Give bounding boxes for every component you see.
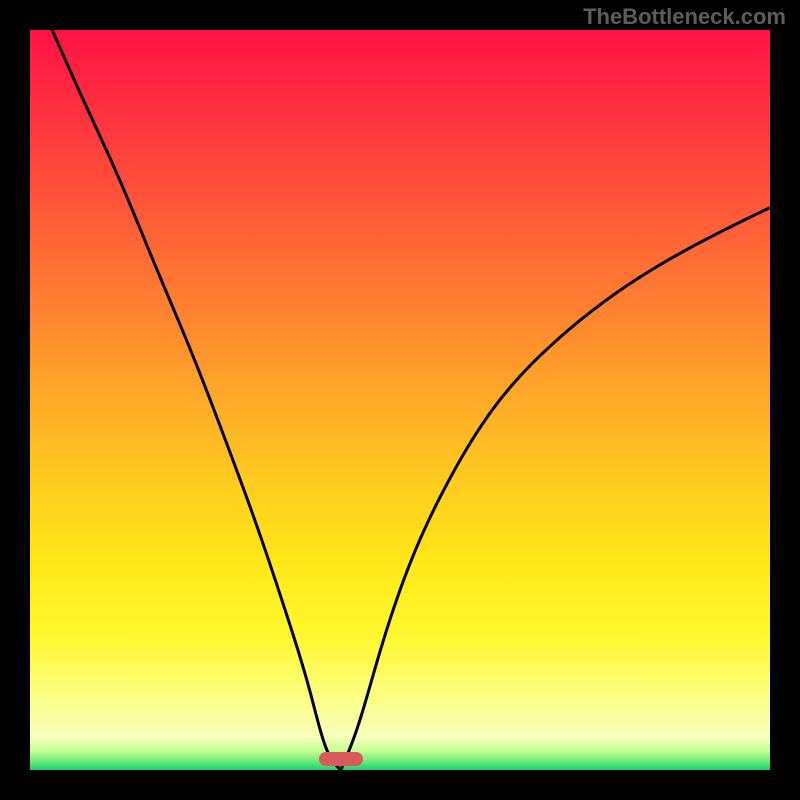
vertex-marker — [319, 752, 363, 766]
plot-area — [30, 30, 770, 770]
curve-right-branch — [341, 208, 770, 770]
bottleneck-curve — [30, 30, 770, 770]
curve-left-branch — [52, 30, 341, 770]
watermark-text: TheBottleneck.com — [583, 4, 786, 30]
